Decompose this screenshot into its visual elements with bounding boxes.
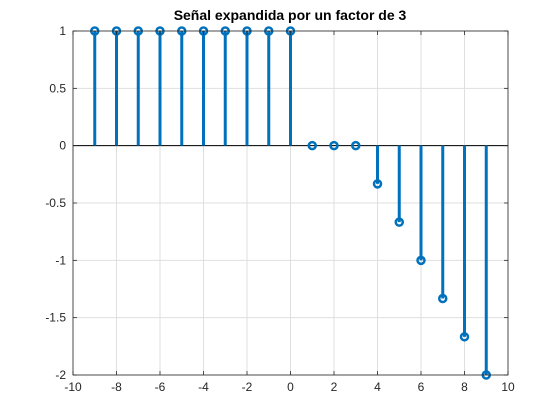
stem-marker [351,140,361,151]
stem-marker [372,179,383,189]
x-ticks: -10 -8 -6 -4 -2 0 2 4 6 8 10 [64,31,515,394]
x-tick-label: 0 [287,380,294,394]
stem-marker [459,332,470,342]
x-tick-label: 4 [374,380,381,394]
x-tick-label: -8 [111,380,122,394]
x-tick-label: -2 [242,380,253,394]
x-tick-label: -6 [155,380,166,394]
chart-title: Señal expandida por un factor de 3 [174,7,407,23]
y-tick-label: 1 [59,24,66,38]
y-tick-label: -1 [55,253,66,267]
y-tick-label: -1.5 [45,311,66,325]
y-ticks: -2 -1.5 -1 -0.5 0 0.5 1 [45,24,508,382]
stem-marker [329,140,339,151]
stem-marker [394,217,404,227]
x-tick-label: -4 [198,380,209,394]
x-tick-label: -10 [64,380,82,394]
y-tick-label: -2 [55,368,66,382]
stem-marker [438,293,448,304]
x-tick-label: 2 [331,380,338,394]
x-tick-label: 8 [461,380,468,394]
y-tick-label: 0.5 [49,81,66,95]
stem-marker [416,255,426,266]
stem-marker [307,140,317,151]
y-tick-label: 0 [59,139,66,153]
x-tick-label: 6 [418,380,425,394]
y-tick-label: -0.5 [45,196,66,210]
x-tick-label: 10 [501,380,515,394]
